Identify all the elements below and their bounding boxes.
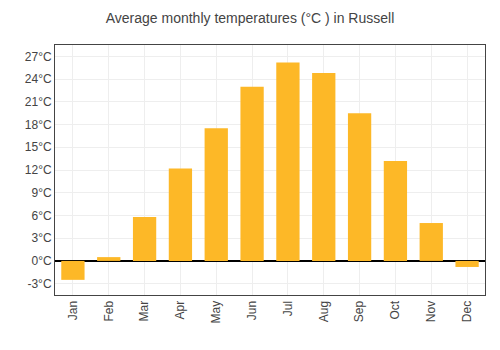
svg-text:18°C: 18°C: [25, 118, 52, 132]
svg-text:0°C: 0°C: [31, 254, 51, 268]
svg-text:Jan: Jan: [66, 301, 80, 320]
svg-text:Dec: Dec: [460, 301, 474, 322]
svg-text:6°C: 6°C: [31, 209, 51, 223]
svg-text:Aug: Aug: [317, 301, 331, 322]
svg-text:24°C: 24°C: [25, 72, 52, 86]
svg-text:15°C: 15°C: [25, 140, 52, 154]
svg-text:Oct: Oct: [388, 300, 402, 319]
svg-text:Feb: Feb: [102, 300, 116, 321]
svg-text:Apr: Apr: [173, 301, 187, 320]
svg-text:Nov: Nov: [424, 301, 438, 322]
svg-text:3°C: 3°C: [31, 231, 51, 245]
svg-text:Average monthly temperatures (: Average monthly temperatures (°C ) in Ru…: [106, 10, 395, 26]
svg-text:Jun: Jun: [245, 301, 259, 320]
svg-text:-3°C: -3°C: [27, 277, 51, 291]
svg-text:12°C: 12°C: [25, 163, 52, 177]
svg-text:27°C: 27°C: [25, 50, 52, 64]
svg-text:May: May: [209, 301, 223, 324]
svg-text:9°C: 9°C: [31, 186, 51, 200]
svg-text:Jul: Jul: [281, 301, 295, 316]
svg-text:Sep: Sep: [352, 300, 366, 322]
svg-text:21°C: 21°C: [25, 95, 52, 109]
svg-text:Mar: Mar: [137, 301, 151, 322]
